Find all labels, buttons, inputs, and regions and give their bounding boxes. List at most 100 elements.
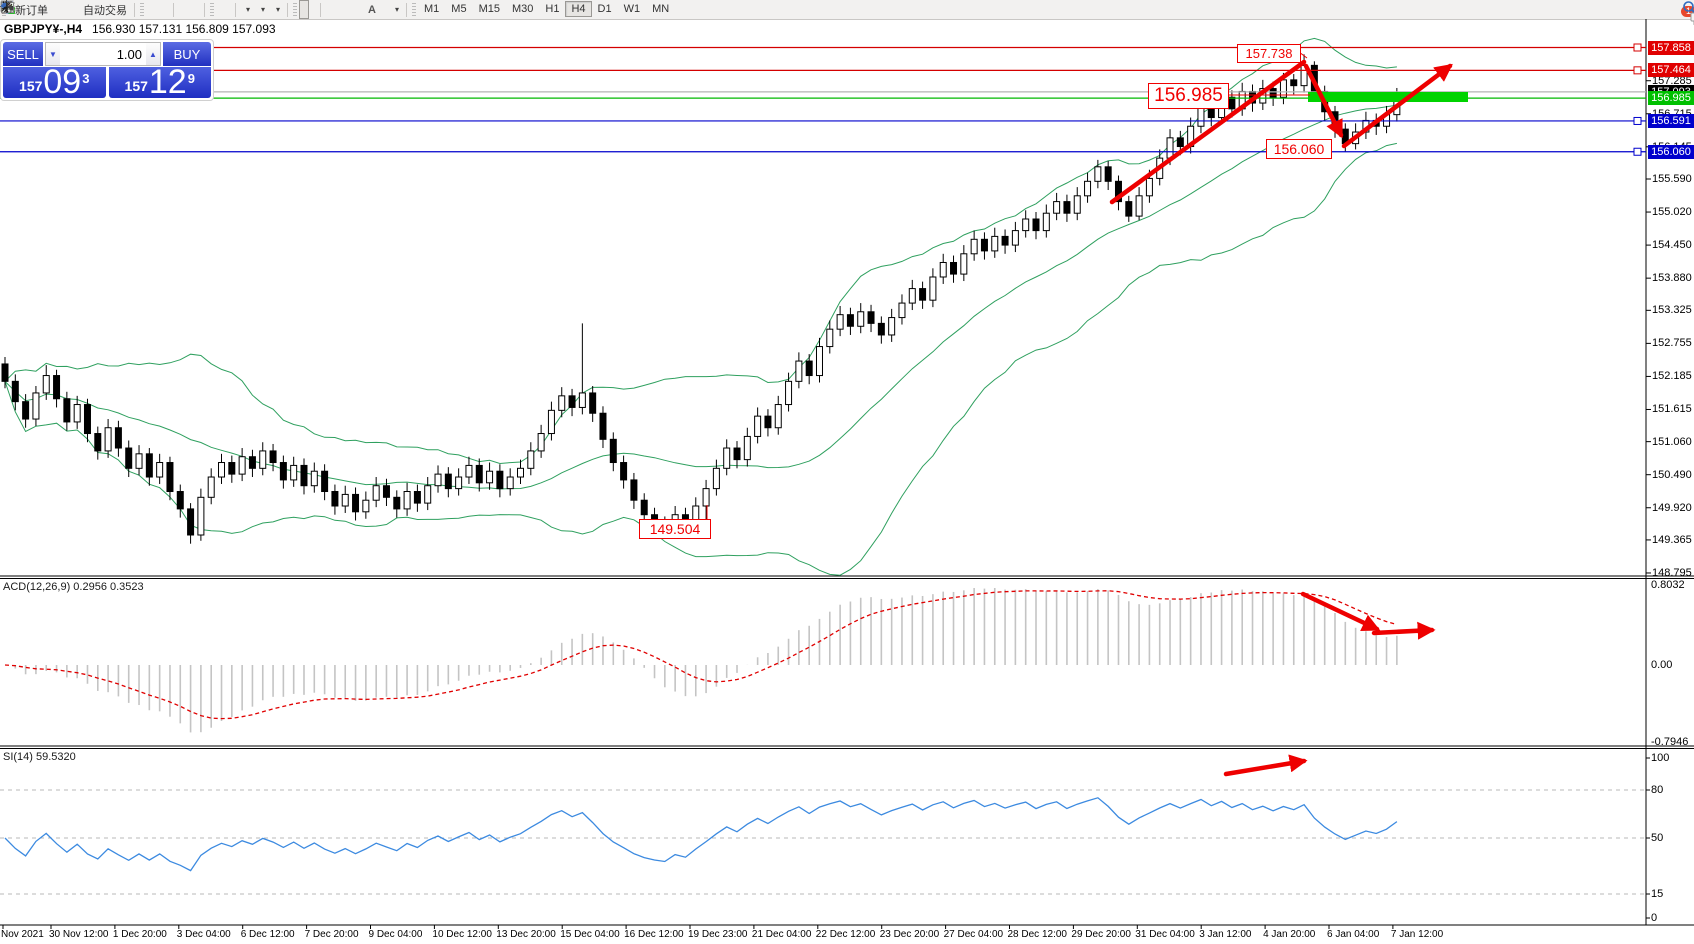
macd-axis-0.00: 0.00: [1651, 659, 1673, 671]
volume-decrease-button[interactable]: ▼: [46, 43, 60, 65]
time-label-3: 3 Dec 04:00: [176, 929, 231, 940]
time-label-1: 30 Nov 12:00: [49, 929, 109, 940]
price-tick-152.755: 152.755: [1652, 337, 1692, 350]
volume-increase-button[interactable]: ▲: [146, 43, 160, 65]
sell-price-display[interactable]: 157 09 3: [3, 65, 106, 99]
price-tick-155.590: 155.590: [1652, 173, 1692, 185]
time-label-0: Nov 2021: [1, 929, 44, 940]
time-label-17: 29 Dec 20:00: [1071, 929, 1131, 940]
price-tick-157.285: 157.285: [1652, 74, 1692, 87]
rsi-indicator-label: SI(14) 59.5320: [3, 751, 76, 763]
price-tick-149.920: 149.920: [1652, 501, 1692, 514]
time-label-16: 28 Dec 12:00: [1007, 929, 1068, 940]
time-label-20: 4 Jan 20:00: [1263, 929, 1316, 940]
time-label-10: 16 Dec 12:00: [624, 929, 684, 940]
sell-button[interactable]: SELL: [3, 42, 43, 66]
timeframe-M1[interactable]: M1: [424, 3, 440, 15]
price-tag-156.985: 156.985: [1648, 91, 1694, 106]
time-label-19: 3 Jan 12:00: [1199, 929, 1252, 940]
ohlc-values: 156.930 157.131 156.809 157.093: [92, 22, 276, 36]
price-tag-157.858: 157.858: [1648, 40, 1694, 55]
rsi-axis-15: 15: [1651, 888, 1664, 900]
time-label-4: 6 Dec 12:00: [240, 929, 295, 940]
new-order-label: 新订单: [15, 4, 48, 17]
price-annotation-149.504[interactable]: 149.504: [639, 519, 711, 539]
price-annotation-156.985[interactable]: 156.985: [1148, 83, 1229, 109]
svg-text:E: E: [10, 8, 14, 13]
time-label-22: 7 Jan 12:00: [1390, 929, 1444, 940]
trendline-tool-button[interactable]: [1, 1, 348, 18]
time-label-21: 6 Jan 04:00: [1327, 929, 1380, 940]
time-label-5: 7 Dec 20:00: [304, 929, 359, 940]
macd-axis--0.7946: -0.7946: [1651, 736, 1689, 748]
price-tag-157.464: 157.464: [1648, 63, 1694, 78]
rsi-axis-100: 100: [1651, 752, 1670, 764]
price-tick-148.795: 148.795: [1652, 566, 1692, 579]
price-tick-154.450: 154.450: [1652, 239, 1692, 252]
trend-arrow-2[interactable]: [1303, 63, 1344, 139]
price-tick-153.880: 153.880: [1652, 272, 1692, 285]
text-tool-icon: A: [368, 3, 376, 16]
rsi-axis-0: 0: [1651, 912, 1658, 924]
time-label-8: 13 Dec 20:00: [496, 929, 556, 940]
price-tick-152.185: 152.185: [1652, 370, 1692, 383]
timeframe-MN[interactable]: MN: [652, 3, 670, 15]
volume-control: ▼ ▲: [45, 42, 161, 66]
bollinger-bands: [4, 37, 1398, 576]
price-tick-150.490: 150.490: [1652, 468, 1692, 481]
timeframe-W1[interactable]: W1: [623, 3, 641, 15]
auto-trading-label: 自动交易: [83, 4, 127, 17]
chart-title: GBPJPY¥-,H4 156.930 157.131 156.809 157.0…: [4, 22, 276, 36]
svg-text:F: F: [10, 9, 14, 14]
timeframe-H4[interactable]: H4: [565, 1, 592, 17]
trend-arrow-4[interactable]: [1300, 591, 1381, 632]
price-annotation-156.060[interactable]: 156.060: [1266, 139, 1332, 159]
price-tick-149.365: 149.365: [1652, 533, 1692, 546]
toolbar: 新订单 自动交易: [0, 0, 1694, 25]
trend-arrow-6[interactable]: [1223, 754, 1308, 777]
trend-arrow-1[interactable]: [1109, 59, 1307, 205]
time-label-12: 21 Dec 04:00: [751, 929, 812, 940]
rsi-axis-50: 50: [1651, 832, 1664, 844]
price-tick-151.615: 151.615: [1652, 403, 1692, 416]
buy-price-display[interactable]: 157 12 9: [108, 65, 211, 99]
price-annotation-157.738[interactable]: 157.738: [1237, 44, 1301, 63]
price-tag-156.591: 156.591: [1648, 113, 1694, 128]
macd-axis-0.8032: 0.8032: [1651, 579, 1685, 591]
time-label-11: 19 Dec 23:00: [688, 929, 748, 940]
timeframe-D1[interactable]: D1: [597, 3, 612, 15]
timeframe-group: M1 M5 M15 M30 H1 H4 D1 W1 MN: [418, 1, 675, 17]
buy-button[interactable]: BUY: [163, 42, 211, 66]
macd-signal-line: [4, 590, 1398, 720]
timeframe-M30[interactable]: M30: [511, 3, 534, 15]
timeframe-M5[interactable]: M5: [451, 3, 467, 15]
price-tick-151.060: 151.060: [1652, 435, 1692, 448]
price-tick-153.325: 153.325: [1652, 304, 1692, 317]
time-label-2: 1 Dec 20:00: [112, 929, 167, 940]
price-tag-156.060: 156.060: [1648, 144, 1694, 159]
arrows-tool-dropdown[interactable]: ▾: [0, 1, 403, 18]
rsi-line: [4, 797, 1398, 872]
text-tool-button[interactable]: A: [364, 1, 380, 18]
price-tick-155.020: 155.020: [1652, 206, 1692, 219]
time-label-13: 22 Dec 12:00: [815, 929, 876, 940]
timeframe-M15[interactable]: M15: [478, 3, 500, 15]
text-label-tool-button[interactable]: T: [0, 0, 388, 18]
macd-histogram: [14, 588, 1398, 733]
trend-arrow-5[interactable]: [1371, 621, 1436, 640]
time-label-7: 10 Dec 12:00: [432, 929, 492, 940]
one-click-trading-panel: SELL ▼ ▲ BUY 157 09 3 157 12 9: [0, 39, 214, 101]
rsi-axis-80: 80: [1651, 784, 1664, 796]
candles: [1, 54, 1401, 544]
support-zone-bar[interactable]: [1308, 92, 1468, 102]
time-label-9: 15 Dec 04:00: [560, 929, 620, 940]
trend-arrow-3[interactable]: [1341, 63, 1453, 149]
timeframe-H1[interactable]: H1: [545, 3, 560, 15]
symbol-period-label: GBPJPY¥-,H4: [4, 22, 83, 36]
svg-text:T: T: [5, 2, 11, 12]
time-label-6: 9 Dec 04:00: [368, 929, 423, 940]
volume-input[interactable]: [60, 43, 146, 65]
macd-indicator-label: ACD(12,26,9) 0.2956 0.3523: [3, 581, 144, 593]
